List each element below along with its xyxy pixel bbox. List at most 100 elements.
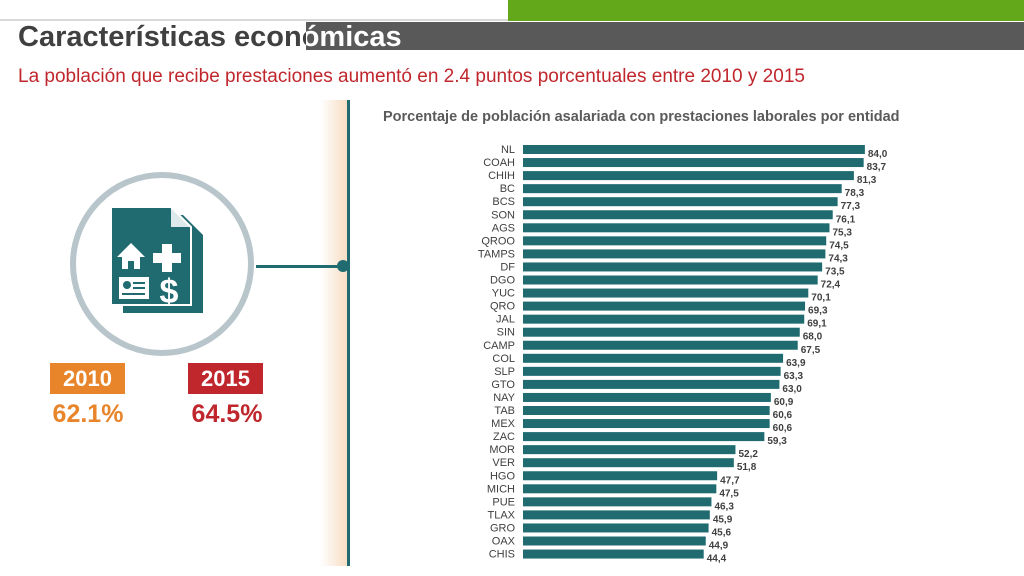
data-label: 76,1: [836, 214, 856, 225]
data-label: 83,7: [867, 162, 887, 173]
category-label: DF: [500, 261, 515, 273]
data-label: 74,5: [829, 240, 849, 251]
data-label: 69,1: [807, 319, 827, 330]
data-label: 72,4: [821, 280, 841, 291]
category-label: MICH: [487, 483, 515, 495]
bar: [523, 353, 784, 363]
category-label: QROO: [481, 235, 515, 247]
bar: [523, 210, 833, 220]
data-label: 59,3: [767, 436, 787, 447]
data-label: 45,9: [713, 514, 733, 525]
page-title: Características económicas: [18, 21, 402, 53]
bar: [523, 301, 806, 311]
bar: [523, 497, 712, 507]
bar: [523, 340, 798, 350]
bar: [523, 288, 809, 298]
data-label: 46,3: [714, 501, 734, 512]
data-label: 78,3: [845, 188, 865, 199]
bar: [523, 536, 706, 546]
category-label: GRO: [490, 522, 516, 534]
benefits-document-icon: $: [105, 205, 210, 317]
title-overlay: Características económicas: [306, 22, 1024, 50]
bar: [523, 223, 830, 233]
category-label: ZAC: [493, 431, 515, 443]
chart-divider-line: [347, 100, 350, 566]
page-subtitle: La población que recibe prestaciones aum…: [18, 66, 805, 87]
title-band: [306, 22, 1024, 50]
year-2010-badge: 2010: [50, 363, 125, 394]
data-label: 60,6: [773, 423, 793, 434]
category-label: TAB: [494, 405, 515, 417]
category-label: YUC: [492, 288, 515, 300]
data-label: 68,0: [803, 332, 823, 343]
data-label: 44,9: [709, 541, 729, 552]
category-label: PUE: [492, 496, 515, 508]
data-label: 81,3: [857, 175, 877, 186]
category-label: NAY: [493, 392, 515, 404]
bar: [523, 197, 838, 207]
data-label: 63,0: [782, 384, 802, 395]
data-label: 70,1: [811, 293, 831, 304]
category-label: CHIH: [488, 170, 515, 182]
bar: [523, 327, 800, 337]
category-label: VER: [492, 457, 515, 469]
value-2015: 64.5%: [191, 400, 263, 428]
bar: [523, 379, 780, 389]
data-label: 63,3: [784, 371, 804, 382]
category-label: COAH: [483, 157, 515, 169]
category-label: SIN: [497, 327, 515, 339]
data-label: 63,9: [786, 358, 806, 369]
data-label: 73,5: [825, 266, 845, 277]
category-label: QRO: [490, 301, 516, 313]
bar: [523, 549, 704, 559]
category-label: SON: [491, 209, 515, 221]
category-label: AGS: [492, 222, 515, 234]
data-label: 67,5: [801, 345, 821, 356]
header-divider: [0, 19, 508, 21]
category-label: DGO: [490, 275, 516, 287]
data-label: 75,3: [832, 227, 852, 238]
bar: [523, 419, 770, 429]
category-label: TAMPS: [478, 248, 515, 260]
data-label: 45,6: [712, 527, 732, 538]
data-label: 60,9: [774, 397, 794, 408]
category-label: NL: [501, 144, 515, 156]
connector-line: [256, 265, 342, 268]
category-label: CAMP: [483, 340, 515, 352]
category-label: HGO: [490, 470, 516, 482]
category-label: GTO: [491, 379, 515, 391]
value-2010: 62.1%: [52, 400, 124, 428]
category-label: BCS: [492, 196, 515, 208]
bar: [523, 158, 864, 168]
bar: [523, 523, 709, 533]
bar: [523, 366, 781, 376]
category-label: JAL: [496, 314, 515, 326]
data-label: 69,3: [808, 306, 828, 317]
category-label: TLAX: [487, 509, 515, 521]
data-label: 51,8: [737, 462, 757, 473]
chart-side-shade: [320, 100, 348, 566]
bar: [523, 314, 805, 324]
page-title-overlay-text: Características económicas: [306, 22, 402, 50]
connector-dot: [337, 260, 349, 272]
data-label: 47,5: [719, 488, 739, 499]
category-label: MEX: [491, 418, 516, 430]
bar: [523, 249, 826, 259]
bar: [523, 184, 842, 194]
bar: [523, 145, 865, 154]
bar: [523, 432, 765, 442]
data-label: 74,3: [828, 253, 848, 264]
bar: [523, 471, 718, 481]
bar: [523, 510, 710, 520]
data-label: 84,0: [868, 149, 888, 160]
data-label: 47,7: [720, 475, 740, 486]
bar: [523, 236, 827, 246]
bar: [523, 262, 823, 272]
data-label: 77,3: [841, 201, 861, 212]
bar: [523, 445, 736, 455]
bar: [523, 406, 770, 415]
category-label: OAX: [492, 536, 516, 548]
category-label: MOR: [489, 444, 515, 456]
data-label: 60,6: [773, 410, 793, 421]
chart-title: Porcentaje de población asalariada con p…: [383, 109, 900, 125]
